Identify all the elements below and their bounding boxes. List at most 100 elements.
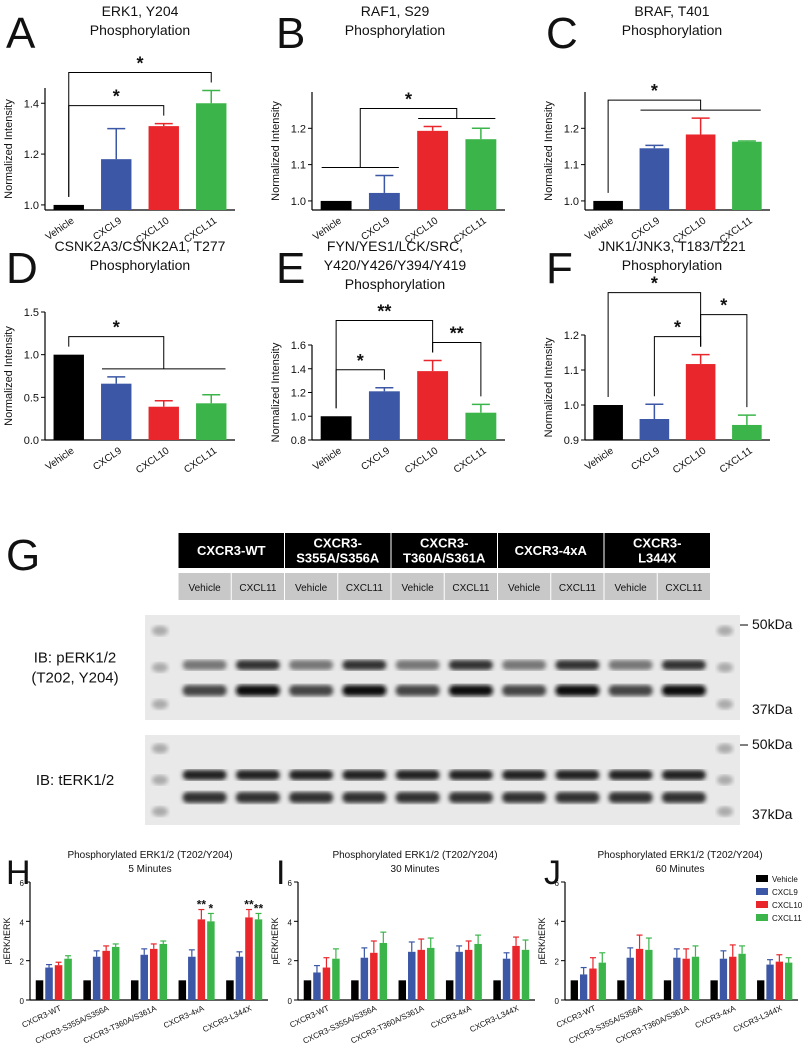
y-axis-label: pERK/tERK [537, 917, 547, 964]
construct-header [604, 533, 710, 568]
y-tick-label: 6 [288, 879, 293, 888]
bar [685, 134, 716, 210]
y-tick-label: 0.9 [564, 435, 579, 447]
bar [626, 957, 634, 1000]
y-tick-label: 1.4 [24, 98, 39, 110]
chart-title: CSNK2A3/CSNK2A1, T277 [55, 238, 226, 254]
protein-band [555, 770, 600, 780]
chart-title: Phosphorylation [90, 22, 190, 38]
protein-band [502, 792, 547, 803]
lane-header [338, 573, 391, 600]
protein-band [502, 660, 547, 670]
y-tick-label: 1.0 [564, 196, 579, 208]
protein-band [661, 770, 706, 780]
ladder-band [152, 625, 168, 636]
x-tick-label: Vehicle [44, 445, 77, 473]
bar [102, 950, 110, 1000]
bar [368, 192, 400, 210]
chart-title: ERK1, Y204 [102, 3, 179, 19]
construct-name: CXCR3- [633, 536, 681, 551]
bar [150, 948, 158, 1000]
bar [617, 980, 625, 1000]
bar [738, 953, 746, 1000]
protein-band [502, 770, 547, 780]
bar [53, 204, 84, 210]
bar [766, 964, 774, 1000]
construct-header [285, 533, 391, 568]
y-tick-label: 1.2 [564, 123, 579, 135]
bar [54, 965, 63, 1000]
y-tick-label: 1.1 [564, 160, 579, 172]
bar [673, 957, 681, 1000]
bar [732, 141, 762, 210]
bar [729, 956, 737, 1000]
lane-header [444, 573, 497, 600]
legend-swatch [756, 901, 768, 908]
legend-label: CXCL11 [772, 914, 802, 923]
bar [148, 126, 179, 210]
bar [140, 954, 148, 1000]
protein-band [182, 685, 227, 696]
y-tick-label: 1.0 [24, 350, 39, 362]
bar [493, 980, 501, 1000]
x-tick-label: CXCL11 [452, 445, 489, 476]
legend-label: Vehicle [772, 875, 798, 884]
protein-band [395, 792, 440, 803]
significance-label: * [720, 296, 727, 316]
bar [455, 951, 463, 1000]
ladder-band [152, 699, 168, 710]
bar [322, 967, 331, 1000]
ladder-band [717, 806, 733, 817]
bar [45, 967, 53, 1000]
bar [589, 968, 597, 1000]
chart-title: 5 Minutes [128, 864, 171, 875]
bracket [607, 99, 702, 193]
chart-title: Phosphorylated ERK1/2 (T202/Y204) [67, 850, 232, 861]
bar [332, 958, 340, 1000]
x-tick-label: CXCL9 [91, 445, 124, 473]
protein-band [342, 770, 387, 780]
blot-label: IB: pERK1/2 [34, 650, 117, 667]
y-tick-label: 1.1 [564, 365, 579, 377]
lane-header [285, 573, 338, 600]
bar [379, 942, 388, 1000]
bar [188, 956, 196, 1000]
protein-band [342, 660, 387, 670]
protein-band [608, 660, 653, 670]
significance-label: * [209, 901, 214, 915]
x-tick-label: Vehicle [311, 445, 344, 473]
ladder-band [717, 743, 733, 754]
significance-label: * [405, 89, 412, 109]
significance-label: * [113, 87, 120, 107]
protein-band [555, 685, 600, 696]
ladder-band [152, 662, 168, 673]
y-tick-label: 1.2 [564, 330, 579, 342]
y-tick-label: 1.6 [291, 340, 306, 352]
legend-swatch [756, 914, 768, 921]
bar [464, 949, 473, 1000]
construct-name: CXCR3-4xA [515, 543, 588, 558]
chart-title: JNK1/JNK3, T183/T221 [598, 238, 746, 254]
significance-label: * [651, 81, 658, 101]
protein-band [555, 792, 600, 803]
y-axis-label: pERK/tERK [270, 917, 280, 964]
protein-band [448, 770, 493, 780]
bar [196, 403, 227, 440]
protein-band [448, 685, 493, 696]
panel-letter: I [276, 854, 285, 892]
bar [320, 416, 352, 440]
lane-header [498, 573, 551, 600]
y-tick-label: 0.0 [24, 435, 39, 447]
bar [320, 200, 352, 210]
y-axis-label: Normalized Intensity [270, 101, 282, 201]
panel-letter: A [6, 9, 36, 58]
lane-label: CXCL11 [239, 583, 276, 594]
y-tick-label: 0 [555, 997, 560, 1006]
y-axis-label: Normalized Intensity [543, 101, 555, 201]
bar [351, 980, 359, 1000]
panel-letter: C [546, 9, 578, 58]
bar [474, 943, 482, 1000]
x-tick-label: CXCR3-L344X [468, 1003, 520, 1034]
bar [92, 956, 101, 1000]
